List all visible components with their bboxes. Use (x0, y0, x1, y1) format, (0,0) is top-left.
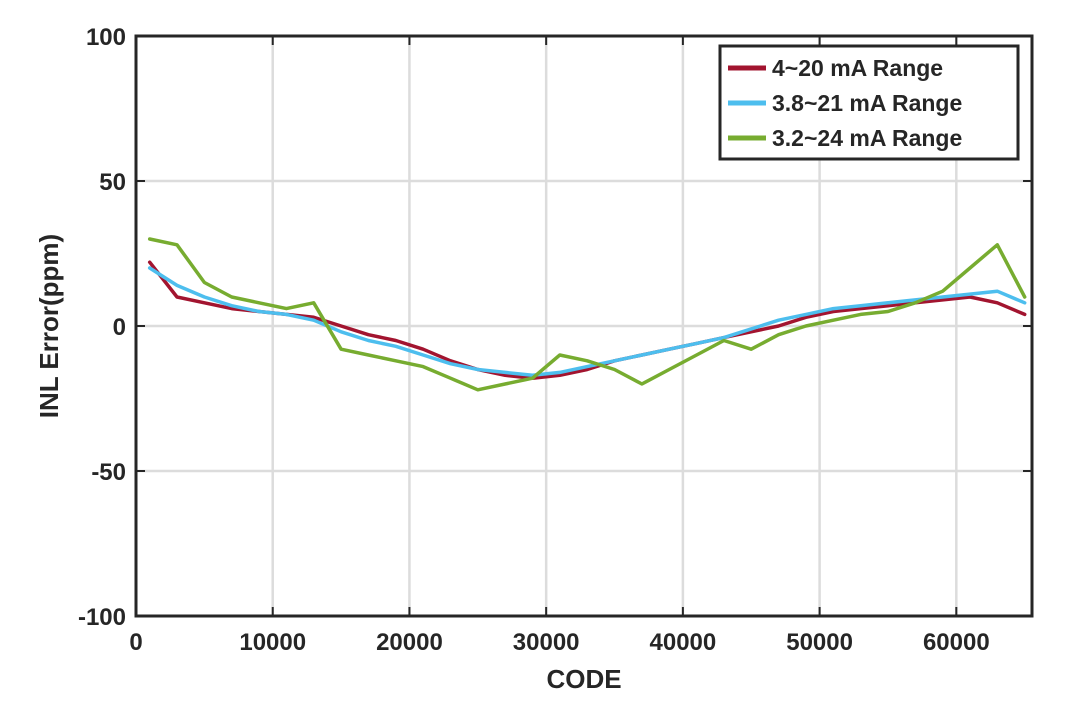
x-tick-label: 30000 (513, 629, 580, 656)
x-axis-title: CODE (546, 664, 621, 694)
series-line-3 (147, 237, 1027, 392)
legend-label: 3.8~21 mA Range (772, 90, 962, 116)
y-tick-label: 50 (99, 169, 126, 196)
y-tick-label: -50 (91, 459, 126, 486)
x-tick-label: 10000 (239, 629, 306, 656)
legend-box (718, 44, 1020, 161)
legend: 4~20 mA Range 3.8~21 mA Range 3.2~24 mA Ra… (718, 44, 1020, 161)
series-lines (147, 237, 1027, 392)
x-tick-label: 60000 (923, 629, 990, 656)
y-axis-title: INL Error(ppm) (34, 234, 64, 418)
x-tick-label: 20000 (376, 629, 443, 656)
y-tick-label: 100 (86, 24, 126, 51)
y-tick-label: 0 (113, 314, 126, 341)
x-tick-label: 40000 (650, 629, 717, 656)
y-tick-label: -100 (78, 604, 126, 631)
legend-label: 4~20 mA Range (772, 55, 943, 81)
x-tick-label: 0 (129, 629, 142, 656)
x-tick-label: 50000 (786, 629, 853, 656)
legend-label: 3.2~24 mA Range (772, 125, 962, 151)
axis-ticks: 0 10000 20000 30000 40000 50000 60000 -100 -50 0 5… (78, 24, 1032, 656)
series-line-2 (147, 266, 1027, 378)
